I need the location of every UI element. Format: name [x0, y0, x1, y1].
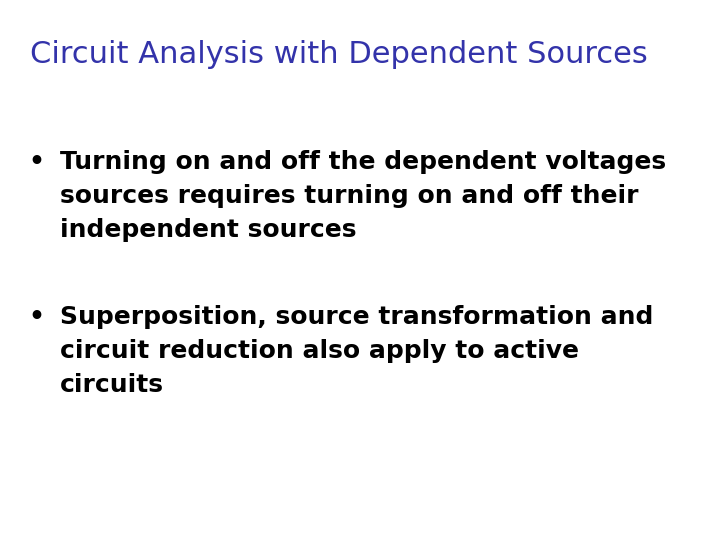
Text: •: •	[28, 150, 44, 174]
Text: independent sources: independent sources	[60, 218, 356, 242]
Text: Circuit Analysis with Dependent Sources: Circuit Analysis with Dependent Sources	[30, 40, 648, 69]
Text: circuit reduction also apply to active: circuit reduction also apply to active	[60, 339, 579, 363]
Text: sources requires turning on and off their: sources requires turning on and off thei…	[60, 184, 639, 208]
Text: circuits: circuits	[60, 373, 164, 397]
Text: Turning on and off the dependent voltages: Turning on and off the dependent voltage…	[60, 150, 666, 174]
Text: •: •	[28, 305, 44, 329]
Text: Superposition, source transformation and: Superposition, source transformation and	[60, 305, 653, 329]
